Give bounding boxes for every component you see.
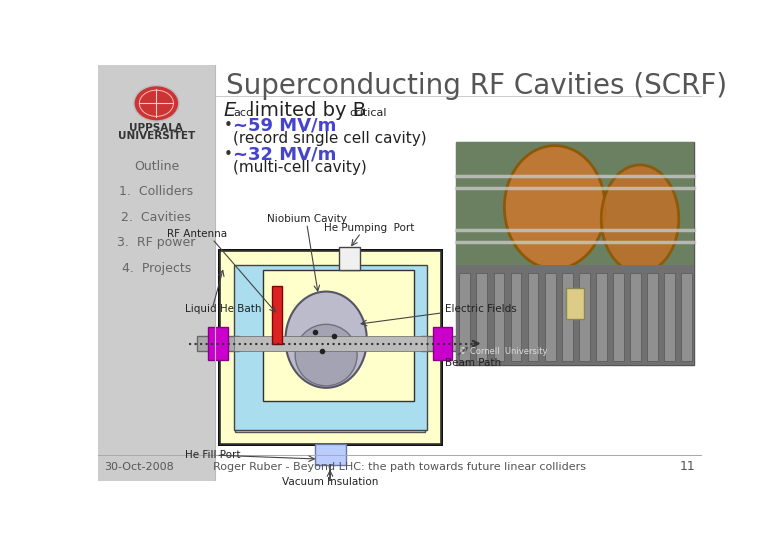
Bar — [477, 273, 488, 361]
Bar — [98, 455, 702, 456]
Bar — [236, 274, 425, 397]
Bar — [630, 273, 641, 361]
Bar — [421, 336, 464, 351]
Text: critical: critical — [349, 109, 387, 118]
Text: © Cornell  University: © Cornell University — [459, 347, 548, 356]
Text: Niobium Cavity: Niobium Cavity — [267, 214, 346, 224]
Bar — [566, 288, 584, 319]
Bar — [459, 273, 470, 361]
Bar — [562, 273, 573, 361]
Bar — [339, 247, 360, 271]
Text: 11: 11 — [680, 460, 696, 473]
Text: Outline: Outline — [134, 160, 179, 173]
Text: UPPSALA: UPPSALA — [129, 123, 183, 133]
Bar — [197, 336, 239, 351]
Ellipse shape — [134, 85, 179, 121]
Bar — [527, 273, 538, 361]
Ellipse shape — [601, 165, 679, 273]
Bar — [647, 273, 658, 361]
Bar — [456, 142, 694, 365]
Text: Beam Path: Beam Path — [445, 358, 501, 368]
Text: limited by B: limited by B — [250, 101, 367, 120]
Bar — [456, 142, 694, 265]
Bar — [544, 273, 555, 361]
Bar — [456, 265, 694, 365]
Text: 4.  Projects: 4. Projects — [122, 261, 191, 274]
Text: 30-Oct-2008: 30-Oct-2008 — [104, 462, 173, 472]
Bar — [263, 271, 413, 401]
Text: He Pumping  Port: He Pumping Port — [324, 223, 414, 233]
Text: UNIVERSITET: UNIVERSITET — [118, 131, 195, 140]
Bar — [236, 397, 425, 432]
Bar — [272, 286, 282, 343]
Text: acc: acc — [233, 109, 252, 118]
Bar — [433, 327, 452, 360]
Bar — [215, 96, 702, 97]
Text: •: • — [224, 118, 232, 133]
Text: 3.  RF power: 3. RF power — [117, 236, 196, 249]
Text: E: E — [224, 101, 236, 120]
Bar — [314, 444, 346, 465]
Text: ~32 MV/m: ~32 MV/m — [233, 145, 336, 163]
Bar — [681, 273, 692, 361]
Text: Electric Fields: Electric Fields — [445, 304, 516, 314]
Ellipse shape — [285, 292, 367, 388]
Text: Roger Ruber - Beyond LHC: the path towards future linear colliders: Roger Ruber - Beyond LHC: the path towar… — [213, 462, 587, 472]
Bar — [220, 251, 441, 444]
Bar — [208, 327, 228, 360]
Bar — [218, 249, 443, 446]
Text: Superconducting RF Cavities (SCRF): Superconducting RF Cavities (SCRF) — [226, 72, 727, 99]
Text: •: • — [224, 147, 232, 161]
Ellipse shape — [505, 146, 605, 269]
Ellipse shape — [295, 325, 357, 386]
Text: Vacuum Insulation: Vacuum Insulation — [282, 477, 378, 487]
Text: RF Antenna: RF Antenna — [167, 229, 227, 239]
Text: Liquid He Bath: Liquid He Bath — [185, 304, 261, 314]
Bar — [98, 65, 215, 481]
Text: (multi-cell cavity): (multi-cell cavity) — [233, 160, 367, 175]
Text: He Fill Port: He Fill Port — [185, 450, 240, 460]
Bar — [234, 265, 427, 430]
Text: 2.  Cavities: 2. Cavities — [122, 211, 191, 224]
Bar — [664, 273, 675, 361]
Bar — [511, 273, 521, 361]
Text: ~59 MV/m: ~59 MV/m — [233, 117, 336, 134]
Bar — [596, 273, 607, 361]
Text: (record single cell cavity): (record single cell cavity) — [233, 131, 427, 146]
Bar — [494, 273, 505, 361]
Bar — [613, 273, 624, 361]
Bar — [234, 336, 427, 351]
Bar — [579, 273, 590, 361]
Text: 1.  Colliders: 1. Colliders — [119, 185, 193, 198]
